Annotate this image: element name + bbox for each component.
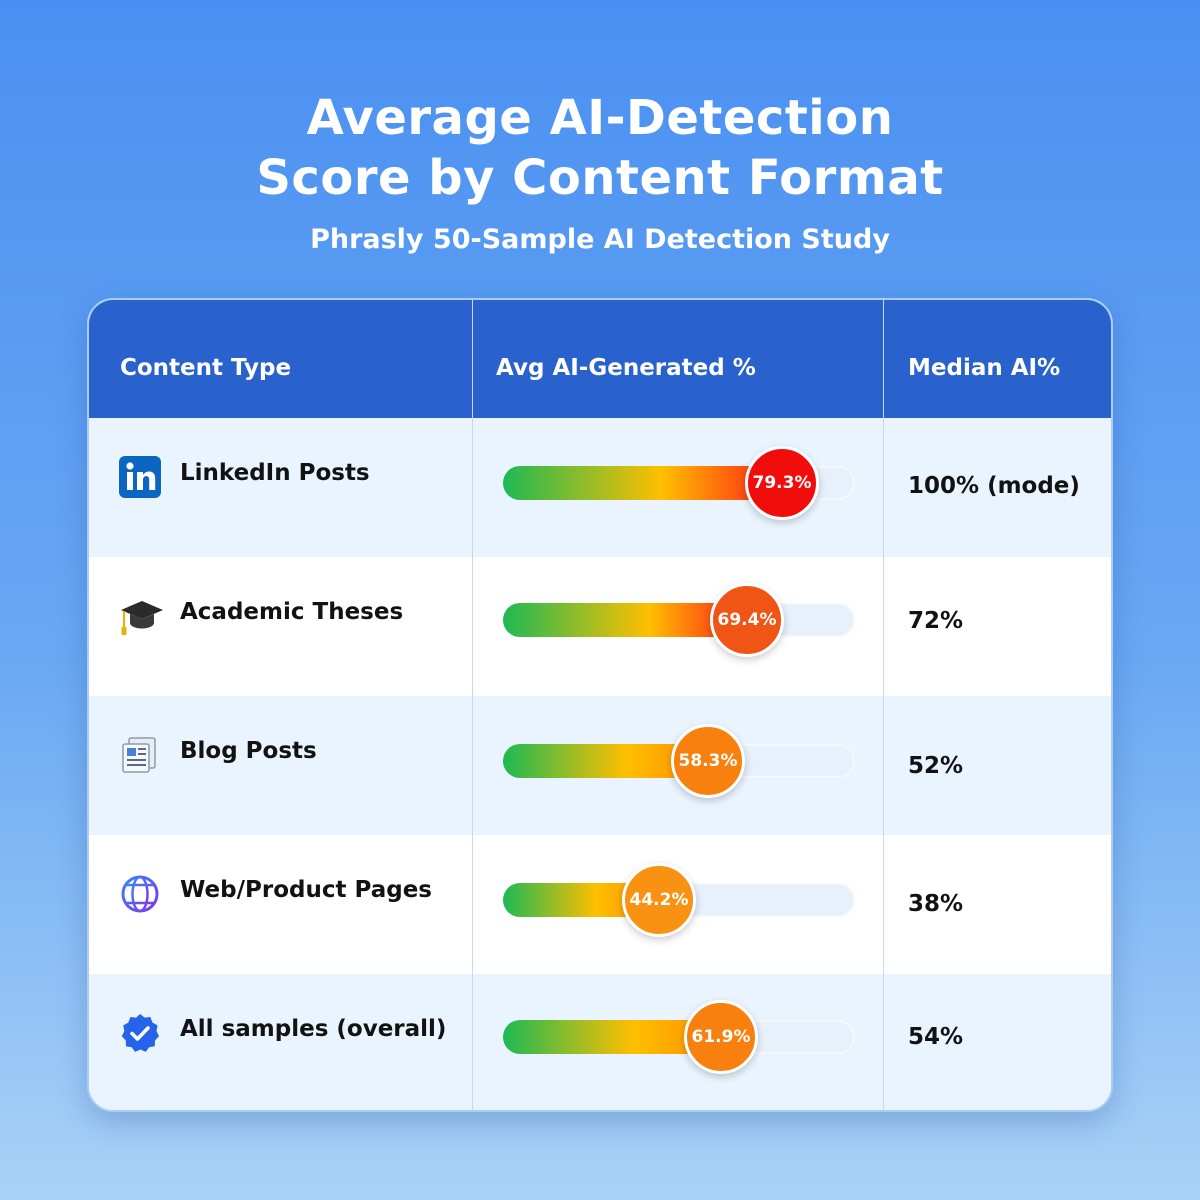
avg-bar-track: 58.3% [503,724,855,798]
table-header: Content Type Avg AI-Generated % Median A… [89,300,1111,418]
avg-bar-track: 44.2% [503,863,855,937]
avg-bar [503,603,747,637]
median-value: 52% [908,753,964,779]
table-row: Web/Product Pages 44.2% 38% [89,835,1111,974]
table-row: Blog Posts 58.3% 52% [89,696,1111,835]
avg-bar [503,466,782,500]
median-value: 54% [908,1024,964,1050]
verified-check-icon [119,1012,161,1054]
column-header-avg: Avg AI-Generated % [496,355,756,381]
median-value: 100% (mode) [908,473,1080,499]
graduation-cap-icon [119,595,163,637]
column-header-content-type: Content Type [120,355,292,381]
newspaper-icon [119,734,161,776]
table-row: LinkedIn Posts 79.3% 100% (mode) [89,418,1111,557]
title-line-2: Score by Content Format [256,150,944,206]
title-line-1: Average AI-Detection [306,90,894,146]
avg-value-label: 44.2% [622,863,696,937]
avg-bar-track: 69.4% [503,583,855,657]
page-subtitle: Phrasly 50-Sample AI Detection Study [310,224,890,255]
avg-value-label: 79.3% [745,446,819,520]
table-row: All samples (overall) 61.9% 54% [89,974,1111,1110]
table-row: Academic Theses 69.4% 72% [89,557,1111,696]
avg-value-label: 58.3% [671,724,745,798]
avg-bar-track: 61.9% [503,1000,855,1074]
median-value: 38% [908,891,964,917]
linkedin-icon [119,456,161,498]
avg-value-label: 61.9% [684,1000,758,1074]
globe-icon [119,873,161,915]
results-table: Content Type Avg AI-Generated % Median A… [87,298,1113,1112]
content-type-label: All samples (overall) [180,1016,447,1042]
column-header-median: Median AI% [908,355,1061,381]
content-type-label: Blog Posts [180,738,317,764]
column-divider [883,300,884,1110]
content-type-label: LinkedIn Posts [180,460,370,486]
median-value: 72% [908,608,964,634]
column-divider [472,300,473,1110]
avg-value-label: 69.4% [710,583,784,657]
content-type-label: Academic Theses [180,599,404,625]
content-type-label: Web/Product Pages [180,877,433,903]
avg-bar-track: 79.3% [503,446,855,520]
page-title: Average AI-Detection Score by Content Fo… [0,88,1200,208]
